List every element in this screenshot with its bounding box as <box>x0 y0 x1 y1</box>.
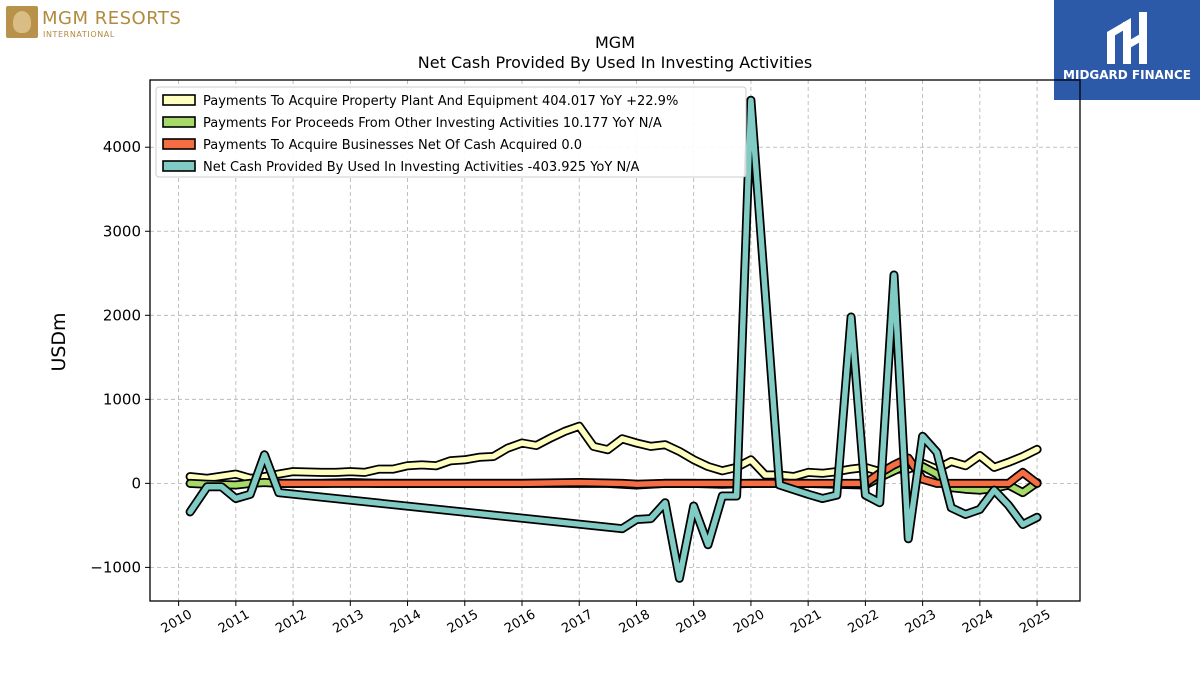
x-tick-label: 2023 <box>903 607 939 637</box>
series-lines <box>185 95 1042 583</box>
x-tick-label: 2021 <box>788 607 824 637</box>
x-tick-label: 2017 <box>559 607 595 637</box>
series-1 <box>185 421 1042 483</box>
legend-label: Payments To Acquire Property Plant And E… <box>203 94 678 109</box>
y-tick-label: 2000 <box>103 306 141 324</box>
y-axis-label: USDm <box>48 312 70 371</box>
series-1-line <box>187 423 1040 482</box>
x-tick-label: 2022 <box>846 607 882 637</box>
mgm-logo: MGM RESORTS INTERNATIONAL <box>6 6 196 42</box>
legend-label: Net Cash Provided By Used In Investing A… <box>203 160 640 175</box>
legend-swatch <box>162 160 196 172</box>
x-tick-label: 2019 <box>674 607 710 637</box>
mgm-logo-subtitle: INTERNATIONAL <box>43 30 115 39</box>
series-4-line <box>187 97 1040 582</box>
legend-swatch <box>162 138 196 150</box>
x-tick-label: 2020 <box>731 607 767 637</box>
x-tick-label: 2025 <box>1017 607 1053 637</box>
legend-label: Payments To Acquire Businesses Net Of Ca… <box>203 138 582 153</box>
midgard-logo-name: MIDGARD FINANCE <box>1063 68 1191 82</box>
x-tick-label: 2015 <box>445 607 481 637</box>
y-tick-label: 1000 <box>103 390 141 408</box>
x-tick-label: 2012 <box>273 607 309 637</box>
legend-swatch <box>162 116 196 128</box>
y-tick-label: 4000 <box>103 138 141 156</box>
plot-frame <box>149 79 1081 602</box>
x-tick-label: 2014 <box>388 607 424 637</box>
chart-subtitle: Net Cash Provided By Used In Investing A… <box>418 53 812 72</box>
y-tick-label: 0 <box>131 474 141 492</box>
lion-icon <box>6 6 38 38</box>
x-tick-label: 2016 <box>502 607 538 637</box>
legend-box <box>155 86 747 178</box>
mgm-logo-name: MGM RESORTS <box>42 8 182 29</box>
series-4 <box>185 95 1042 583</box>
midgard-mark-icon <box>1107 12 1147 64</box>
y-tick-label: −1000 <box>90 558 141 576</box>
y-tick-label: 3000 <box>103 222 141 240</box>
midgard-logo: MIDGARD FINANCE <box>1054 0 1200 100</box>
x-tick-label: 2013 <box>330 607 366 637</box>
legend-swatch <box>162 94 196 106</box>
chart-title: MGM <box>595 33 635 52</box>
x-tick-label: 2011 <box>216 607 252 637</box>
x-tick-label: 2024 <box>960 607 996 637</box>
x-tick-label: 2010 <box>159 607 195 637</box>
legend-label: Payments For Proceeds From Other Investi… <box>203 116 662 131</box>
x-tick-label: 2018 <box>617 607 653 637</box>
legend: Payments To Acquire Property Plant And E… <box>155 86 747 178</box>
axis-ticks: 2010 2011 2012 2013 2014 2015 2016 2017 2018 2019… <box>90 138 1053 637</box>
